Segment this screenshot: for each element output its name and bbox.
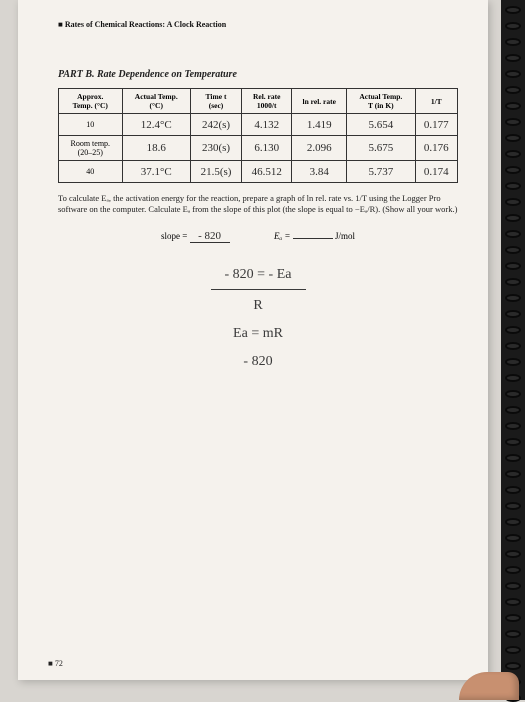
coil-ring [505, 118, 521, 126]
cell-ln: 2.096 [292, 136, 347, 161]
table-row: Room temp. (20–25) 18.6 230(s) 6.130 2.0… [59, 136, 458, 161]
coil-ring [505, 566, 521, 574]
coil-ring [505, 630, 521, 638]
coil-ring [505, 278, 521, 286]
coil-ring [505, 614, 521, 622]
table-row: 40 37.1°C 21.5(s) 46.512 3.84 5.737 0.17… [59, 161, 458, 183]
coil-ring [505, 486, 521, 494]
col-rel-rate: Rel. rate 1000/t [242, 89, 292, 114]
cell-ln: 3.84 [292, 161, 347, 183]
table-header-row: Approx. Temp. (°C) Actual Temp. (°C) Tim… [59, 89, 458, 114]
coil-ring [505, 54, 521, 62]
coil-ring [505, 662, 521, 670]
cell-k: 5.654 [347, 114, 415, 136]
cell-approx: 40 [59, 161, 123, 183]
coil-ring [505, 374, 521, 382]
slope-label: slope = [161, 231, 187, 241]
cell-invt: 0.177 [415, 114, 457, 136]
coil-ring [505, 230, 521, 238]
work-line-1: - 820 = - Ea R [58, 261, 458, 320]
cell-invt: 0.174 [415, 161, 457, 183]
work-numerator: - 820 = - Ea [211, 261, 306, 290]
ea-unit: J/mol [335, 231, 355, 241]
handwritten-work: - 820 = - Ea R Ea = mR - 820 [58, 261, 458, 376]
coil-ring [505, 22, 521, 30]
worksheet-page: Rates of Chemical Reactions: A Clock Rea… [18, 0, 488, 680]
slope-value: - 820 [190, 230, 230, 243]
coil-ring [505, 342, 521, 350]
col-approx: Approx. Temp. (°C) [59, 89, 123, 114]
work-line-2: Ea = mR [58, 320, 458, 348]
coil-ring [505, 326, 521, 334]
coil-ring [505, 214, 521, 222]
ea-label: Eₐ = [274, 231, 290, 241]
cell-approx: Room temp. (20–25) [59, 136, 123, 161]
work-denominator: R [211, 290, 306, 320]
coil-ring [505, 182, 521, 190]
col-actual-c: Actual Temp. (°C) [122, 89, 190, 114]
coil-ring [505, 470, 521, 478]
coil-ring [505, 38, 521, 46]
cell-rel: 46.512 [242, 161, 292, 183]
data-table: Approx. Temp. (°C) Actual Temp. (°C) Tim… [58, 88, 458, 183]
coil-ring [505, 390, 521, 398]
coil-ring [505, 646, 521, 654]
coil-ring [505, 166, 521, 174]
cell-approx: 10 [59, 114, 123, 136]
col-time: Time t (sec) [190, 89, 241, 114]
cell-time: 230(s) [190, 136, 241, 161]
table-row: 10 12.4°C 242(s) 4.132 1.419 5.654 0.177 [59, 114, 458, 136]
coil-ring [505, 406, 521, 414]
coil-ring [505, 534, 521, 542]
coil-ring [505, 198, 521, 206]
coil-ring [505, 518, 521, 526]
cell-actual-c: 12.4°C [122, 114, 190, 136]
col-inv-t: 1/T [415, 89, 457, 114]
cell-ln: 1.419 [292, 114, 347, 136]
coil-ring [505, 438, 521, 446]
coil-ring [505, 86, 521, 94]
cell-rel: 4.132 [242, 114, 292, 136]
coil-ring [505, 582, 521, 590]
col-ln-rel: ln rel. rate [292, 89, 347, 114]
coil-ring [505, 246, 521, 254]
coil-ring [505, 294, 521, 302]
cell-k: 5.675 [347, 136, 415, 161]
coil-ring [505, 150, 521, 158]
coil-ring [505, 550, 521, 558]
chapter-header: Rates of Chemical Reactions: A Clock Rea… [58, 20, 458, 29]
spiral-binding [501, 0, 525, 700]
cell-time: 242(s) [190, 114, 241, 136]
coil-ring [505, 70, 521, 78]
part-title: PART B. Rate Dependence on Temperature [58, 69, 458, 80]
cell-time: 21.5(s) [190, 161, 241, 183]
coil-ring [505, 454, 521, 462]
ea-blank [293, 238, 333, 239]
coil-ring [505, 102, 521, 110]
coil-ring [505, 310, 521, 318]
page-number: 72 [48, 659, 63, 668]
coil-ring [505, 358, 521, 366]
cell-actual-c: 37.1°C [122, 161, 190, 183]
coil-ring [505, 598, 521, 606]
cell-k: 5.737 [347, 161, 415, 183]
cell-actual-c: 18.6 [122, 136, 190, 161]
cell-rel: 6.130 [242, 136, 292, 161]
coil-ring [505, 134, 521, 142]
instructions-text: To calculate Eₐ, the activation energy f… [58, 193, 458, 216]
coil-ring [505, 422, 521, 430]
coil-ring [505, 502, 521, 510]
col-actual-k: Actual Temp. T (in K) [347, 89, 415, 114]
coil-ring [505, 262, 521, 270]
work-line-3: - 820 [58, 348, 458, 376]
coil-ring [505, 6, 521, 14]
slope-line: slope = - 820 Eₐ = J/mol [58, 230, 458, 243]
cell-invt: 0.176 [415, 136, 457, 161]
